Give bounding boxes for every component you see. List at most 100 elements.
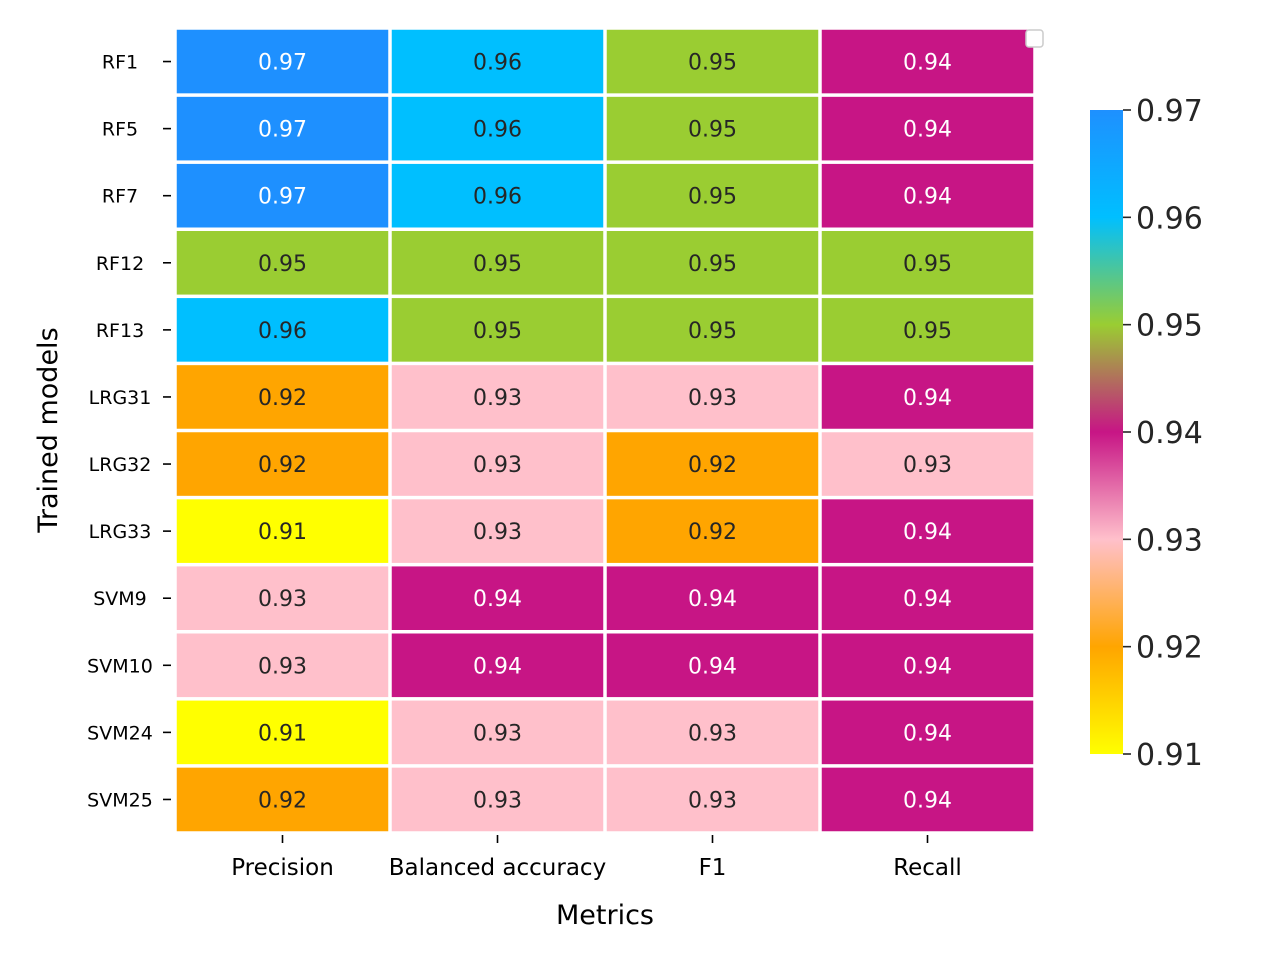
heatmap-cell	[821, 700, 1034, 765]
y-tick-label: RF13	[96, 320, 144, 342]
cell-value-label: 0.94	[473, 654, 522, 679]
colorbar-tick-label: 0.92	[1136, 631, 1203, 666]
cell-value-label: 0.94	[903, 654, 952, 679]
heatmap-cell	[606, 700, 819, 765]
cell-value-label: 0.92	[258, 788, 307, 813]
heatmap-cell	[821, 633, 1034, 698]
cell-value-label: 0.93	[688, 788, 737, 813]
heatmap-cell	[821, 566, 1034, 630]
heatmap-cell	[606, 499, 819, 563]
cell-value-label: 0.93	[473, 453, 522, 478]
x-tick-label: F1	[699, 855, 727, 881]
cell-value-label: 0.92	[258, 386, 307, 411]
y-tick-label: RF12	[96, 253, 144, 275]
cell-value-label: 0.95	[903, 252, 952, 277]
cell-value-label: 0.91	[258, 520, 307, 545]
colorbar-tick-label: 0.97	[1136, 94, 1203, 129]
heatmap-cell	[606, 163, 819, 228]
heatmap-cell	[391, 767, 604, 832]
heatmap-cell	[391, 231, 604, 295]
cell-value-label: 0.95	[688, 185, 737, 210]
cell-value-label: 0.97	[258, 51, 307, 76]
cell-value-label: 0.93	[258, 654, 307, 679]
cell-value-label: 0.95	[688, 252, 737, 277]
heatmap-cell	[821, 767, 1034, 832]
heatmap-cell	[821, 499, 1034, 563]
heatmap-cell	[821, 29, 1034, 94]
cell-value-label: 0.94	[903, 788, 952, 813]
cell-value-label: 0.93	[473, 520, 522, 545]
heatmap-cells: 0.97 0.96 0.95 0.94 0.97 0.96 0.95 0.94 0.97 0.96…	[176, 29, 1034, 832]
cell-value-label: 0.94	[688, 654, 737, 679]
heatmap-cell	[391, 566, 604, 630]
heatmap-cell	[176, 432, 389, 496]
cell-value-label: 0.93	[688, 721, 737, 746]
heatmap-cell	[391, 298, 604, 362]
cell-value-label: 0.96	[473, 185, 522, 210]
heatmap-cell	[391, 499, 604, 563]
cell-value-label: 0.93	[258, 587, 307, 612]
heatmap-cell	[176, 163, 389, 228]
cell-value-label: 0.95	[473, 252, 522, 277]
colorbar-tick-label: 0.96	[1136, 201, 1203, 236]
heatmap-cell	[176, 298, 389, 362]
y-tick-label: RF1	[102, 52, 138, 74]
x-tick-label: Balanced accuracy	[389, 855, 606, 881]
y-tick-label: LRG33	[89, 521, 152, 543]
cell-value-label: 0.95	[688, 319, 737, 344]
x-tick-label: Precision	[231, 855, 334, 881]
y-tick-label: SVM9	[93, 588, 147, 610]
cell-value-label: 0.94	[473, 587, 522, 612]
cell-value-label: 0.95	[258, 252, 307, 277]
heatmap-cell	[176, 633, 389, 698]
cell-value-label: 0.97	[258, 118, 307, 143]
heatmap-cell	[176, 29, 389, 94]
colorbar-tick-label: 0.95	[1136, 309, 1203, 344]
heatmap-cell	[391, 163, 604, 228]
heatmap-cell	[606, 633, 819, 698]
colorbar-tick-label: 0.94	[1136, 416, 1203, 451]
legend-box	[1025, 29, 1044, 48]
heatmap-cell	[606, 365, 819, 429]
y-tick-label: LRG32	[89, 454, 152, 476]
cell-value-label: 0.94	[903, 520, 952, 545]
y-tick-label: SVM25	[87, 789, 153, 811]
heatmap-cell	[391, 365, 604, 429]
cell-value-label: 0.94	[903, 587, 952, 612]
cell-value-label: 0.93	[473, 386, 522, 411]
cell-value-label: 0.94	[903, 51, 952, 76]
heatmap-cell	[821, 231, 1034, 295]
heatmap-cell	[176, 566, 389, 630]
cell-value-label: 0.92	[688, 520, 737, 545]
y-axis-label: Trained models	[33, 327, 64, 533]
cell-value-label: 0.93	[688, 386, 737, 411]
cell-value-label: 0.93	[903, 453, 952, 478]
cell-value-label: 0.95	[688, 118, 737, 143]
y-tick-label: RF7	[102, 186, 138, 208]
cell-value-label: 0.95	[688, 51, 737, 76]
heatmap-cell	[391, 700, 604, 765]
colorbar: 0.91 0.92 0.93 0.94 0.95 0.96 0.97	[1090, 94, 1203, 773]
x-tick-labels: Precision Balanced accuracy F1 Recall	[231, 835, 962, 881]
cell-value-label: 0.93	[473, 721, 522, 746]
cell-value-label: 0.96	[473, 51, 522, 76]
y-tick-labels: RF1 RF5 RF7 RF12 RF13 LRG31 LRG32 LRG33 SVM9 SVM1…	[87, 52, 171, 811]
heatmap-cell	[391, 633, 604, 698]
cell-value-label: 0.96	[473, 118, 522, 143]
colorbar-gradient	[1090, 110, 1123, 754]
cell-value-label: 0.93	[473, 788, 522, 813]
heatmap-cell	[391, 96, 604, 161]
heatmap-cell	[176, 96, 389, 161]
heatmap-cell	[821, 365, 1034, 429]
heatmap-cell	[606, 231, 819, 295]
cell-value-label: 0.95	[903, 319, 952, 344]
heatmap-cell	[821, 96, 1034, 161]
colorbar-tick-label: 0.91	[1136, 738, 1203, 773]
heatmap-cell	[176, 231, 389, 295]
cell-value-label: 0.96	[258, 319, 307, 344]
heatmap-cell	[176, 365, 389, 429]
heatmap-cell	[176, 499, 389, 563]
heatmap-cell	[821, 163, 1034, 228]
heatmap-cell	[606, 566, 819, 630]
